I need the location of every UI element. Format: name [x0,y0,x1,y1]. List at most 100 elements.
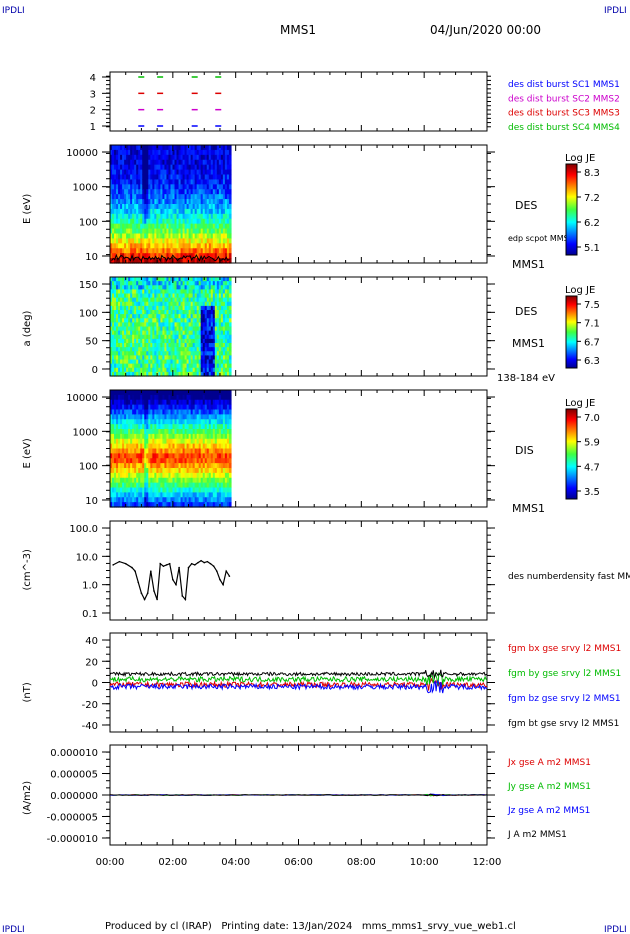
heatmap-cell [156,314,159,319]
heatmap-cell [146,433,149,440]
heatmap-cell [116,453,119,459]
heatmap-cell [172,233,176,240]
heatmap-cell [146,285,149,290]
heatmap-cell [136,419,139,425]
heatmap-cell [112,310,115,315]
heatmap-cell [138,184,141,190]
heatmap-cell [148,159,151,166]
heatmap-cell [202,164,206,171]
colorbar-tick-label-dis_energy: 5.9 [584,438,600,449]
heatmap-cell [208,164,212,171]
heatmap-cell [122,463,125,469]
heatmap-cell [128,448,131,454]
heatmap-cell [228,208,232,215]
heatmap-cell [134,297,137,303]
heatmap-cell [170,394,174,401]
heatmap-cell [180,310,184,315]
heatmap-cell [210,472,214,479]
heatmap-cell [110,463,113,469]
heatmap-cell [218,223,222,230]
heatmap-cell [154,213,157,220]
heatmap-cell [188,289,192,295]
heatmap-cell [158,458,161,464]
heatmap-cell [120,343,123,348]
heatmap-cell [174,297,178,303]
heatmap-cell [200,334,204,340]
heatmap-cell [156,194,159,200]
heatmap-cell [144,164,147,171]
heatmap-cell [210,424,214,430]
heatmap-cell [226,208,230,215]
heatmap-cell [132,443,135,450]
heatmap-cell [178,253,182,259]
heatmap-cell [150,355,153,361]
heatmap-cell [150,334,153,340]
heatmap-cell [174,502,178,508]
heatmap-cell [188,258,192,264]
heatmap-cell [178,371,182,377]
heatmap-cell [220,487,224,493]
heatmap-cell [204,318,208,323]
heatmap-cell [194,145,198,151]
heatmap-cell [112,414,115,420]
heatmap-cell [172,314,176,319]
heatmap-cell [130,164,133,171]
heatmap-cell [220,463,224,469]
heatmap-cell [192,390,196,396]
heatmap-cell [160,399,164,406]
heatmap-cell [206,502,210,508]
heatmap-cell [156,371,159,377]
heatmap-cell [152,305,155,311]
heatmap-cell [184,371,188,377]
heatmap-cell [168,301,172,307]
heatmap-cell [132,502,135,508]
heatmap-cell [218,164,222,171]
heatmap-cell [162,297,166,303]
heatmap-cell [184,326,188,332]
heatmap-cell [110,293,113,299]
heatmap-cell [116,169,119,176]
heatmap-cell [164,189,168,195]
heatmap-cell [152,318,155,323]
heatmap-cell [130,285,133,290]
heatmap-cell [162,438,166,445]
heatmap-cell [150,351,153,356]
heatmap-cell [158,438,161,445]
heatmap-cell [216,482,220,489]
heatmap-cell [178,355,182,361]
heatmap-cell [178,472,182,479]
heatmap-cell [180,164,184,171]
heatmap-cell [114,277,117,282]
heatmap-cell [148,334,151,340]
heatmap-cell [176,367,180,373]
heatmap-cell [114,438,117,445]
heatmap-cell [188,233,192,240]
heatmap-cell [148,194,151,200]
heatmap-cell [182,409,186,415]
heatmap-cell [186,443,190,450]
heatmap-cell [120,443,123,450]
heatmap-cell [176,169,180,176]
heatmap-cell [144,258,147,264]
heatmap-cell [166,367,170,373]
heatmap-cell [182,145,186,151]
heatmap-cell [188,145,192,151]
heatmap-cell [110,277,113,282]
heatmap-cell [224,305,228,311]
heatmap-cell [122,482,125,489]
heatmap-cell [110,429,113,435]
heatmap-cell [156,351,159,356]
heatmap-cell [114,179,117,185]
heatmap-cell [166,174,170,181]
heatmap-cell [196,305,200,311]
heatmap-cell [158,194,161,200]
heatmap-cell [178,228,182,235]
heatmap-cell [122,409,125,415]
heatmap-cell [190,433,194,440]
heatmap-cell [172,285,176,290]
heatmap-cell [176,453,180,459]
heatmap-cell [142,458,145,464]
heatmap-cell [134,472,137,479]
heatmap-cell [148,301,151,307]
heatmap-cell [144,502,147,508]
